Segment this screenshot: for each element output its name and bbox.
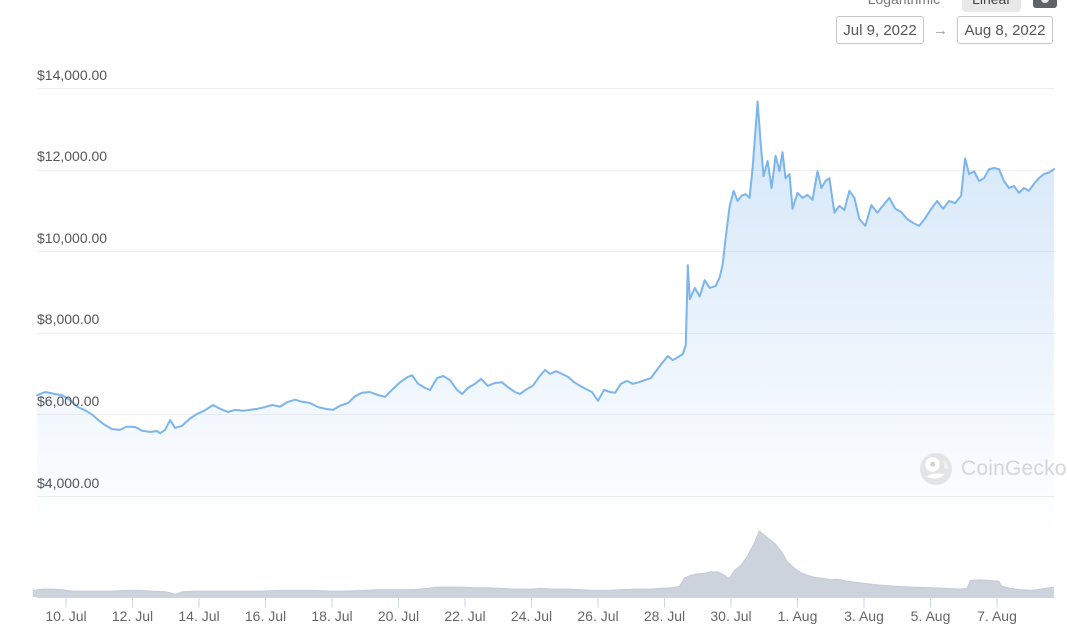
y-axis-label-4000: $4,000.00 xyxy=(37,475,100,491)
x-axis-label-3aug: 3. Aug xyxy=(844,608,884,624)
x-axis-label-12jul: 12. Jul xyxy=(111,608,154,624)
x-axis-label-24jul: 24. Jul xyxy=(510,608,553,624)
x-axis-label-26jul: 26. Jul xyxy=(577,608,619,624)
y-axis-label-12000: $12,000.00 xyxy=(37,148,108,164)
date-range-row: → xyxy=(836,16,1053,44)
coingecko-gecko-logo-icon xyxy=(920,453,952,485)
x-axis-label-7aug: 7. Aug xyxy=(977,608,1017,624)
x-axis-label-30jul: 30. Jul xyxy=(710,608,752,624)
camera-icon[interactable] xyxy=(1033,0,1057,8)
scale-toggle-row: Logarithmic Linear xyxy=(858,0,1057,14)
x-axis-label-16jul: 16. Jul xyxy=(244,608,287,624)
x-axis-label-18jul: 18. Jul xyxy=(311,608,353,624)
watermark-text: CoinGecko xyxy=(961,457,1067,480)
date-to-input[interactable] xyxy=(957,16,1053,44)
date-range-arrow-icon: → xyxy=(933,21,948,39)
x-axis-label-1aug: 1. Aug xyxy=(777,608,818,624)
x-axis-label-10jul: 10. Jul xyxy=(45,608,87,624)
y-axis-label-8000: $8,000.00 xyxy=(37,311,100,327)
x-axis-label-28jul: 28. Jul xyxy=(643,608,686,624)
y-axis-label-6000: $6,000.00 xyxy=(37,393,100,409)
scale-option-linear[interactable]: Linear xyxy=(962,0,1021,12)
scale-option-logarithmic[interactable]: Logarithmic xyxy=(858,0,950,12)
price-area-fill xyxy=(37,101,1054,535)
x-axis-label-20jul: 20. Jul xyxy=(377,608,420,624)
date-from-input[interactable] xyxy=(836,16,924,44)
price-line-series xyxy=(36,100,1055,435)
x-axis-label-5aug: 5. Aug xyxy=(910,608,951,624)
y-axis-label-10000: $10,000.00 xyxy=(37,230,108,246)
x-axis-label-14jul: 14. Jul xyxy=(178,608,220,624)
volume-area-series xyxy=(32,531,1054,597)
x-axis-label-22jul: 22. Jul xyxy=(444,608,486,624)
volume-area-outline xyxy=(32,530,1054,595)
coingecko-watermark: CoinGecko xyxy=(919,452,1067,486)
y-axis-label-14000: $14,000.00 xyxy=(37,67,108,83)
